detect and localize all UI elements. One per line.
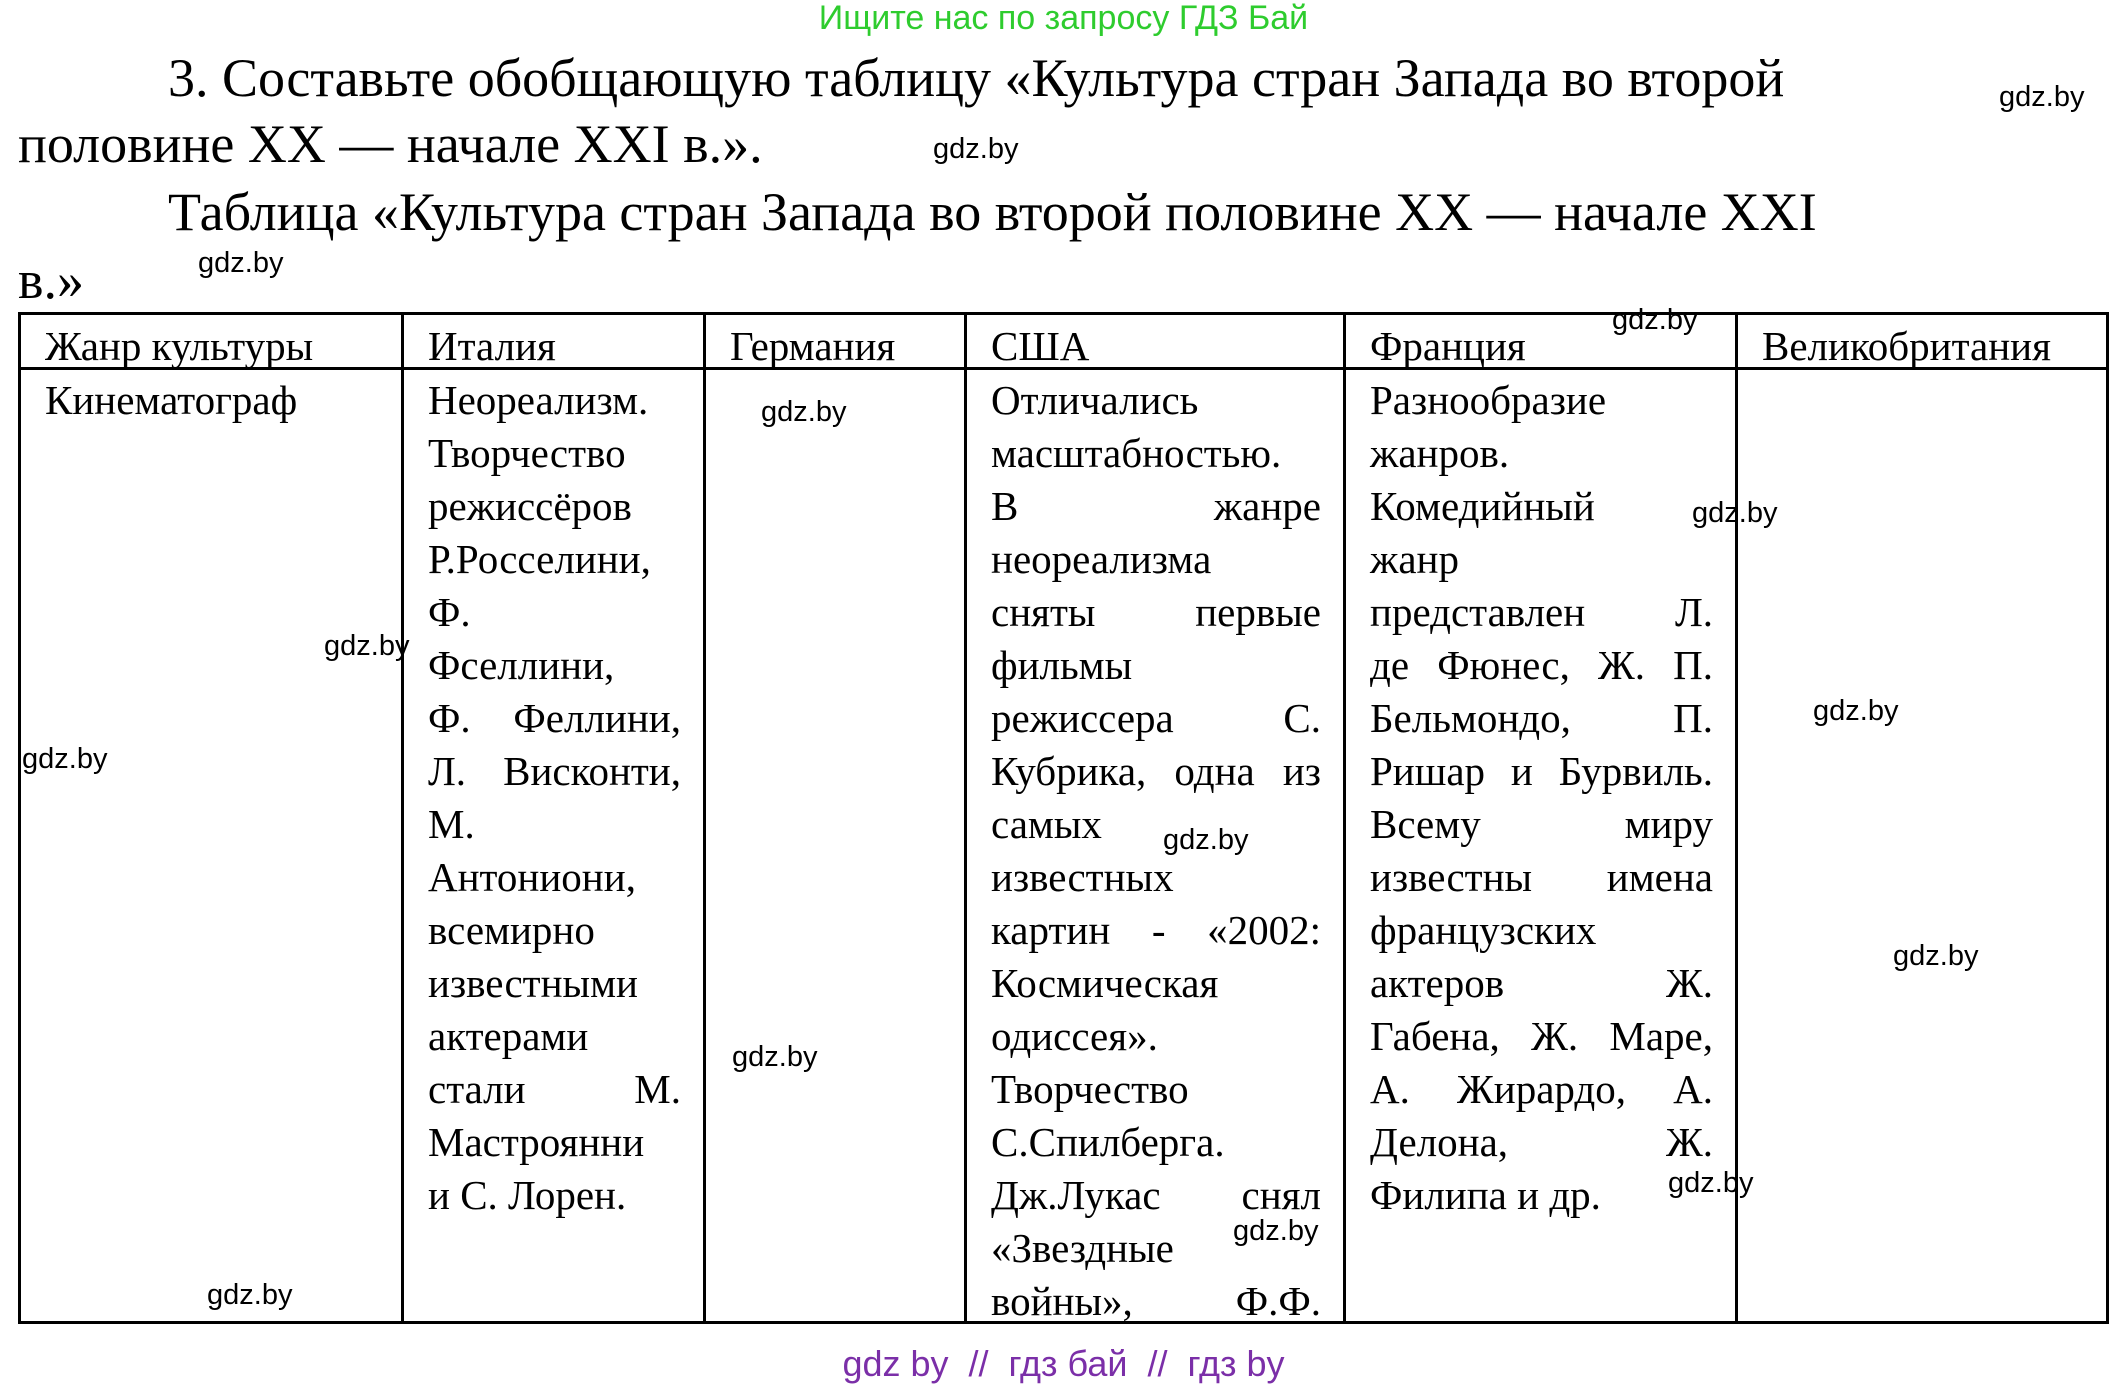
cell-usa: Отличались масштабностью. В жанре неореализ…	[967, 374, 1343, 1328]
cell-text-line: Комедийный	[1370, 483, 1595, 529]
cell-text-line: Ф. Феллини,	[428, 695, 681, 741]
cell-text-line: жанр	[1370, 536, 1459, 582]
task-text-line-2: половине XX — начале XXI в.».	[18, 114, 763, 174]
cell-text-line: Антониони,	[428, 854, 636, 900]
cell-text-line: актеров Ж.	[1370, 960, 1713, 1006]
cell-text-line: Р.Росселини,	[428, 536, 651, 582]
cell-text-line: Ришар и Бурвиль.	[1370, 748, 1713, 794]
footer-watermark-links: gdz by // гдз бай // гдз by	[842, 1343, 1285, 1384]
cell-text-line: Дж.Лукас снял	[991, 1172, 1321, 1218]
column-divider	[1735, 315, 1738, 1321]
gdz-watermark: gdz.by	[1612, 304, 1698, 336]
gdz-watermark: gdz.by	[1233, 1215, 1319, 1247]
cell-text-line: и С. Лорен.	[428, 1172, 627, 1218]
header-genre: Жанр культуры	[45, 323, 314, 369]
cell-text-line: представлен Л.	[1370, 589, 1713, 635]
column-divider	[401, 315, 404, 1321]
cell-text-line: Габена, Ж. Маре,	[1370, 1013, 1713, 1059]
cell-text-line: Творчество	[428, 430, 626, 476]
gdz-watermark: gdz.by	[1668, 1167, 1754, 1199]
cell-text-line: французских	[1370, 907, 1597, 953]
task-text-line-1: 3. Составьте обобщающую таблицу «Культур…	[168, 48, 1785, 108]
cell-genre: Кинематограф	[21, 374, 401, 427]
cell-text-line: В жанре	[991, 483, 1321, 529]
cell-text-line: картин - «2002:	[991, 907, 1321, 953]
header-britain: Великобритания	[1762, 323, 2051, 369]
cell-text-line: Ф.	[428, 589, 471, 635]
cell-text-line: Делона, Ж.	[1370, 1119, 1713, 1165]
cell-text-line: Филипа и др.	[1370, 1172, 1601, 1218]
cell-text-line: «Звездные	[991, 1225, 1174, 1271]
culture-table: Жанр культуры Италия Германия США Франци…	[18, 312, 2109, 1324]
column-divider	[703, 315, 706, 1321]
cell-text-line: Фселлини,	[428, 642, 615, 688]
cell-text-line: режиссёров	[428, 483, 632, 529]
cell-text-line: режиссера С.	[991, 695, 1321, 741]
gdz-watermark: gdz.by	[22, 743, 108, 775]
header-france: Франция	[1370, 323, 1526, 369]
header-germany: Германия	[730, 323, 896, 369]
header-divider	[21, 367, 2106, 370]
cell-france: Разнообразие жанров. Комедийный жанр предста…	[1346, 374, 1735, 1222]
gdz-watermark: gdz.by	[1813, 695, 1899, 727]
cell-text-line: Неореализм.	[428, 377, 649, 423]
cell-text-line: известными	[428, 960, 638, 1006]
header-italy: Италия	[428, 323, 556, 369]
search-hint-banner: Ищите нас по запросу ГДЗ Бай	[818, 0, 1309, 37]
header-usa: США	[991, 323, 1090, 369]
cell-text-line: войны», Ф.Ф.	[991, 1278, 1321, 1324]
gdz-watermark: gdz.by	[933, 133, 1019, 165]
cell-text-line: Кубрика, одна из	[991, 748, 1321, 794]
cell-text-line: актерами	[428, 1013, 589, 1059]
cell-text-line: известных	[991, 854, 1174, 900]
cell-text-line: стали М.	[428, 1066, 681, 1112]
gdz-watermark: gdz.by	[1999, 81, 2085, 113]
cell-text-line: фильмы	[991, 642, 1133, 688]
cell-text-line: Творчество	[991, 1066, 1189, 1112]
cell-text-line: масштабностью.	[991, 430, 1282, 476]
gdz-watermark: gdz.by	[1692, 497, 1778, 529]
cell-text-line: известны имена	[1370, 854, 1713, 900]
gdz-watermark: gdz.by	[1893, 940, 1979, 972]
cell-text-line: М.	[428, 801, 475, 847]
gdz-watermark: gdz.by	[198, 247, 284, 279]
cell-text-line: сняты первые	[991, 589, 1321, 635]
cell-text-line: неореализма	[991, 536, 1212, 582]
column-divider	[1343, 315, 1346, 1321]
table-title-line-2: в.»	[18, 250, 84, 310]
column-divider	[964, 315, 967, 1321]
cell-text-line: Кинематограф	[45, 377, 298, 423]
cell-text-line: Мастроянни	[428, 1119, 645, 1165]
cell-text-line: всемирно	[428, 907, 595, 953]
cell-text-line: Л. Висконти,	[428, 748, 681, 794]
gdz-watermark: gdz.by	[324, 630, 410, 662]
cell-text-line: А. Жирардо, А.	[1370, 1066, 1713, 1112]
cell-text-line: Отличались	[991, 377, 1199, 423]
table-title-line-1: Таблица «Культура стран Запада во второй…	[168, 182, 1817, 242]
cell-text-line: самых	[991, 801, 1102, 847]
cell-text-line: одиссея».	[991, 1013, 1158, 1059]
cell-text-line: жанров.	[1370, 430, 1510, 476]
cell-text-line: де Фюнес, Ж. П.	[1370, 642, 1713, 688]
gdz-watermark: gdz.by	[207, 1279, 293, 1311]
cell-text-line: Разнообразие	[1370, 377, 1607, 423]
gdz-watermark: gdz.by	[1163, 824, 1249, 856]
cell-text-line: С.Спилберга.	[991, 1119, 1225, 1165]
gdz-watermark: gdz.by	[761, 396, 847, 428]
cell-text-line: Космическая	[991, 960, 1219, 1006]
cell-italy: Неореализм. Творчество режиссёров Р.Россели…	[404, 374, 703, 1222]
cell-text-line: Всему миру	[1370, 801, 1713, 847]
cell-text-line: Бельмондо, П.	[1370, 695, 1713, 741]
gdz-watermark: gdz.by	[732, 1041, 818, 1073]
